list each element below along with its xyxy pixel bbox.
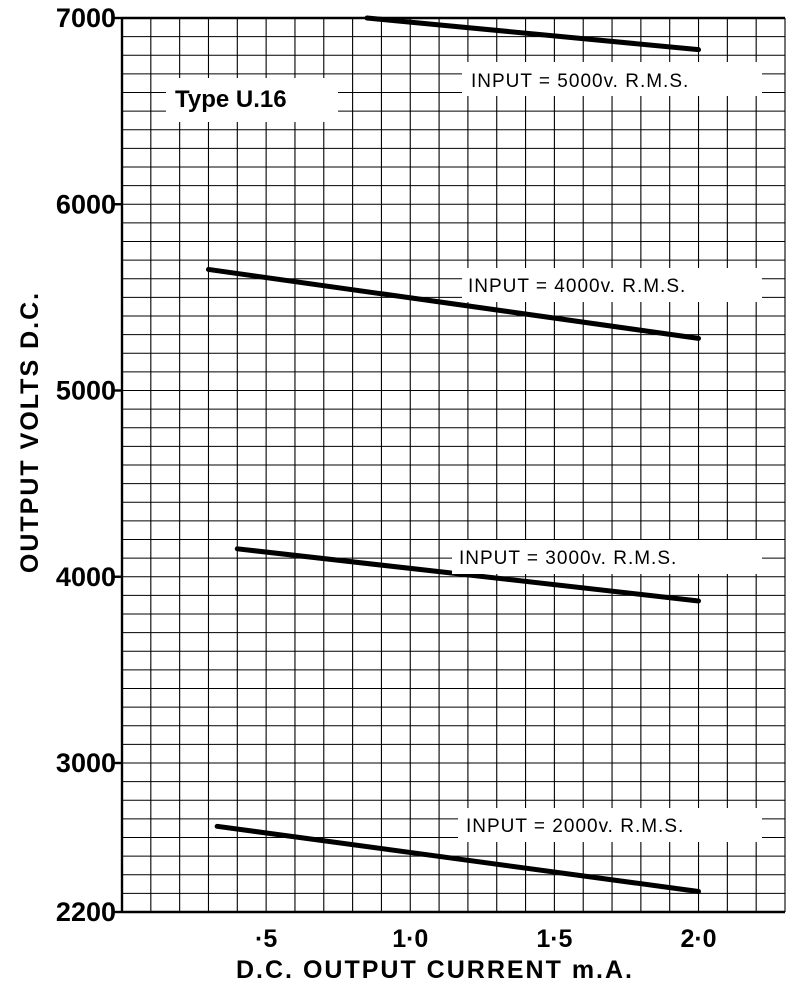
series-label-2000-background xyxy=(458,808,762,842)
y-tick-label: 7000 xyxy=(56,3,116,33)
series-line-2 xyxy=(205,266,702,341)
series-label-3000-text: INPUT = 3000v. R.M.S. xyxy=(459,548,677,569)
y-tick-label: 3000 xyxy=(56,748,116,778)
x-axis-title: D.C. OUTPUT CURRENT m.A. xyxy=(236,956,634,984)
series-line-3 xyxy=(234,546,702,604)
y-tick-label: 6000 xyxy=(56,189,116,219)
series-lines xyxy=(205,15,702,895)
series-label-2000-text: INPUT = 2000v. R.M.S. xyxy=(466,816,684,837)
tick-labels: 2200 3000 4000 5000 6000 7000 ·5 1·0 1·5 2·0 xyxy=(56,3,717,953)
grid xyxy=(114,16,786,914)
series-label-3000: INPUT = 3000v. R.M.S. xyxy=(452,540,762,574)
series-label-5000-text: INPUT = 5000v. R.M.S. xyxy=(471,71,689,92)
y-tick-label: 4000 xyxy=(56,562,116,592)
series-label-5000-background xyxy=(462,62,762,96)
y-tick-label: 5000 xyxy=(56,376,116,406)
series-line-1 xyxy=(364,15,702,53)
annotation-background xyxy=(166,78,338,122)
x-tick-label: 1·5 xyxy=(536,925,572,953)
x-tick-label: 1·0 xyxy=(392,925,428,953)
series-line-4 xyxy=(214,823,702,895)
series-label-4000: INPUT = 4000v. R.M.S. xyxy=(462,268,762,302)
series-label-4000-text: INPUT = 4000v. R.M.S. xyxy=(468,276,686,297)
annotation-type: Type U.16 xyxy=(175,86,287,113)
y-axis-title: OUTPUT VOLTS D.C. xyxy=(16,291,44,573)
series-label-4000-background xyxy=(462,268,762,302)
y-tick-label: 2200 xyxy=(56,897,116,927)
series-label-2000: INPUT = 2000v. R.M.S. xyxy=(458,808,762,842)
series-label-3000-background xyxy=(452,540,762,574)
x-tick-label: ·5 xyxy=(255,925,277,953)
x-tick-label: 2·0 xyxy=(680,925,716,953)
series-label-5000: INPUT = 5000v. R.M.S. xyxy=(462,62,762,96)
